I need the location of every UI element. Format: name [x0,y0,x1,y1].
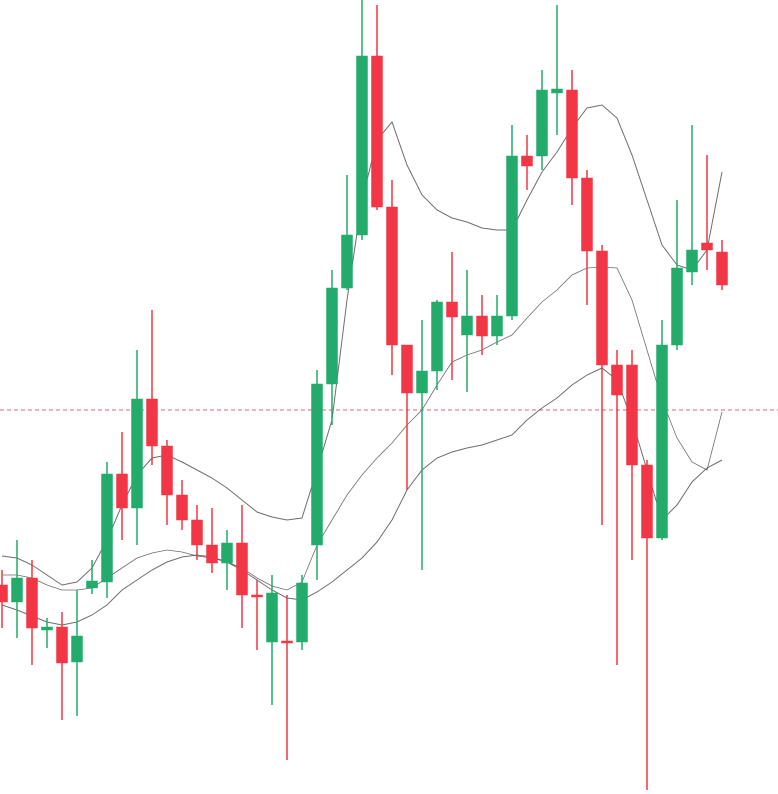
candle-body [356,55,368,236]
candle-body [236,542,248,596]
candle-body [656,344,668,539]
candle-body [581,177,593,252]
candle-body [701,242,713,251]
candle-body [71,635,83,663]
candle-body [371,55,383,208]
candle-body [386,206,398,346]
candle-body [596,250,608,366]
candle-body [551,88,563,94]
candle-body [281,640,293,644]
candle-body [461,315,473,336]
candle-body [626,364,638,466]
candle-body [341,234,353,289]
candle-body [101,473,113,583]
candle-body [521,155,533,167]
candle-body [506,155,518,317]
candle-body [176,494,188,521]
candle-body [191,519,203,546]
candle-body [311,383,323,546]
candle-body [206,544,218,564]
candle-body [26,577,38,629]
candle-body [86,580,98,589]
candle-body [11,577,23,603]
candle-body [131,398,143,509]
candle-body [221,542,233,564]
candle-body [491,315,503,337]
candle-body [671,267,683,346]
candle-body [431,301,443,372]
candle-body [641,464,653,539]
candle-body [251,594,263,598]
candle-body [566,89,578,179]
candle-body [686,249,698,273]
candle-body [41,626,53,631]
candle-body [0,584,8,603]
candle-body [296,582,308,643]
candle-body [611,364,623,396]
candle-body [401,344,413,394]
candle-body [146,398,158,447]
candle-body [446,301,458,318]
candle-body [116,473,128,509]
candle-body [326,287,338,385]
candle-body [161,445,173,496]
candle-body [536,89,548,157]
candle-body [56,626,68,664]
candle-body [266,592,278,643]
candle-body [716,251,728,286]
candle-body [476,315,488,337]
candle-body [416,370,428,394]
